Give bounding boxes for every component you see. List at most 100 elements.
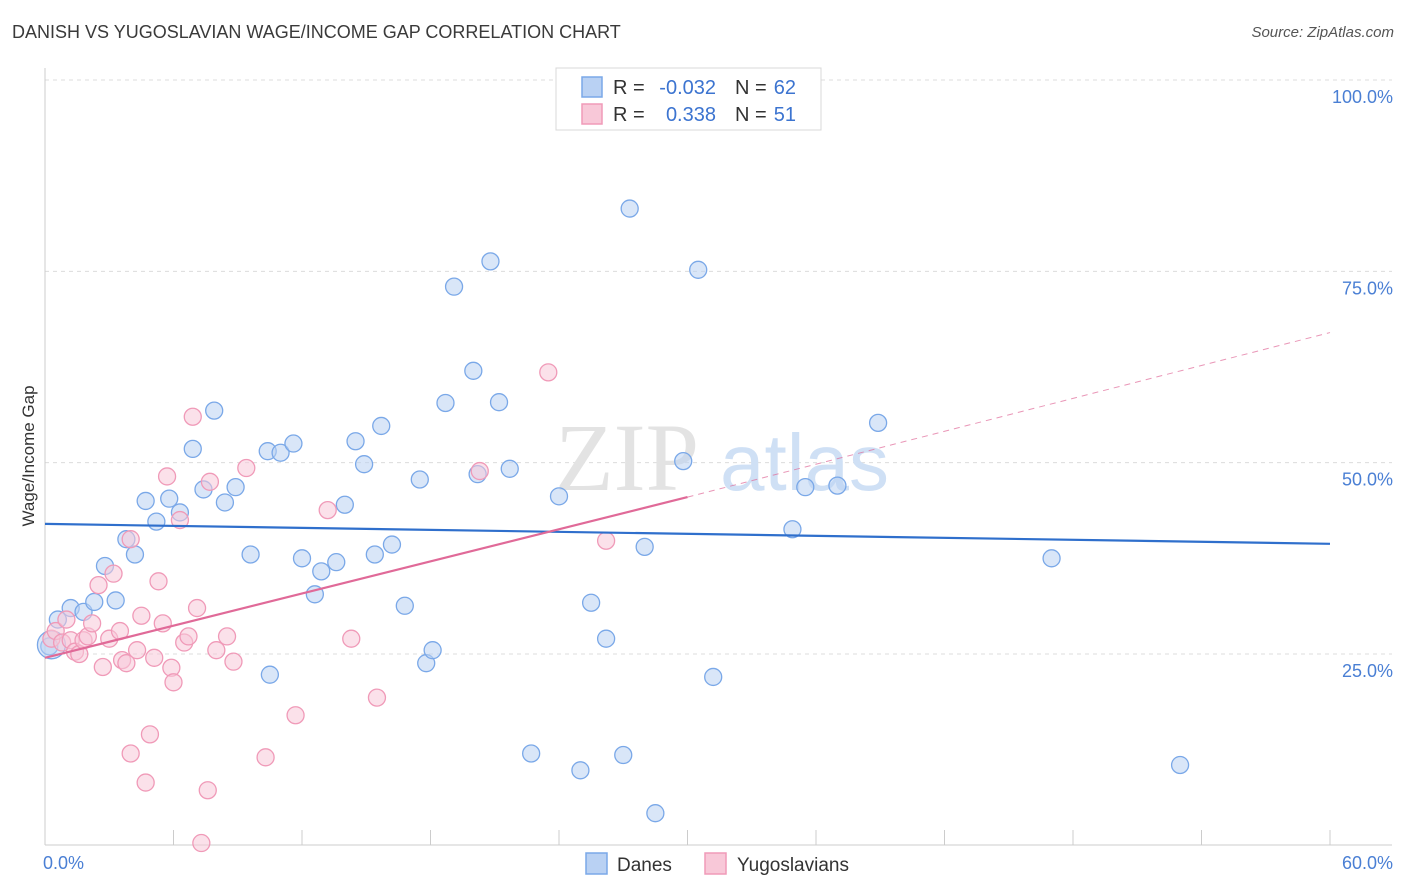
dane-point-39 <box>464 361 483 380</box>
dane-point-34 <box>410 470 429 489</box>
dane-point-56 <box>783 520 802 539</box>
dane-point-49 <box>614 745 633 765</box>
legend-r-label-0: R = <box>613 77 645 99</box>
legend-n-label-1: N = <box>735 104 767 126</box>
dane-point-33 <box>395 596 414 615</box>
dane-point-45 <box>549 487 569 506</box>
y-axis-label: Wage/Income Gap <box>19 385 38 526</box>
dane-point-43 <box>500 459 519 478</box>
y-tick-label-3: 100.0% <box>1332 87 1393 107</box>
yugoslavian-point-32 <box>183 407 202 426</box>
legend: R = -0.032 N = 62 R = 0.338 N = 51 <box>555 67 822 131</box>
dane-point-44 <box>522 744 541 763</box>
dane-point-50 <box>620 199 639 218</box>
yugoslavians-points <box>42 363 616 853</box>
dane-point-26 <box>327 553 346 572</box>
yugoslavian-point-28 <box>164 673 183 692</box>
dane-point-21 <box>271 443 290 462</box>
dane-point-8 <box>125 545 145 564</box>
legend-r-label-1: R = <box>613 104 645 126</box>
yugoslavian-point-35 <box>198 781 217 800</box>
yugoslavian-point-16 <box>117 654 136 673</box>
dane-point-9 <box>136 491 155 511</box>
dane-point-20 <box>260 665 280 684</box>
legend-n-value-1: 51 <box>774 104 796 126</box>
yugoslavian-point-13 <box>104 564 123 583</box>
yugoslavian-point-11 <box>93 657 112 677</box>
legend-swatch-yugoslavians <box>581 103 603 125</box>
dane-point-4 <box>85 592 104 612</box>
dane-point-57 <box>796 478 815 497</box>
dane-point-27 <box>335 495 354 514</box>
ticks: 25.0% 50.0% 75.0% 100.0% 0.0% 60.0% <box>43 87 1393 873</box>
yugoslavians-trend-line <box>44 496 688 659</box>
yugoslavian-point-20 <box>132 606 151 625</box>
axes <box>44 68 1392 846</box>
dane-point-10 <box>147 512 166 531</box>
dane-point-54 <box>689 260 708 279</box>
dane-point-53 <box>674 451 693 471</box>
danes-points <box>36 199 1190 823</box>
dane-point-25 <box>312 562 331 581</box>
legend-n-label-0: N = <box>735 77 767 99</box>
dane-point-38 <box>444 277 464 296</box>
yugoslavian-point-18 <box>121 744 140 763</box>
gridlines <box>45 79 1392 655</box>
dane-point-32 <box>382 535 402 554</box>
y-tick-label-2: 75.0% <box>1342 278 1393 298</box>
yugoslavian-point-39 <box>224 652 243 671</box>
dane-point-6 <box>106 591 125 610</box>
yugoslavian-point-48 <box>596 531 616 550</box>
dane-point-15 <box>205 401 224 420</box>
dane-point-48 <box>596 629 616 648</box>
dane-point-13 <box>183 439 202 459</box>
yugoslavian-point-40 <box>237 458 256 478</box>
dane-point-42 <box>489 393 509 412</box>
dane-point-18 <box>241 545 260 564</box>
yugoslavian-point-21 <box>136 773 155 792</box>
yugoslavian-point-19 <box>127 641 147 660</box>
yugoslavian-point-34 <box>192 833 211 853</box>
yugoslavian-point-3 <box>57 610 76 629</box>
dane-point-55 <box>704 667 723 687</box>
chart-source: Source: ZipAtlas.com <box>1251 24 1394 41</box>
dane-point-51 <box>635 537 654 557</box>
yugoslavian-point-22 <box>140 725 160 744</box>
yugoslavian-point-45 <box>367 688 387 707</box>
dane-point-29 <box>354 455 374 474</box>
yugoslavian-point-46 <box>470 461 489 481</box>
yugoslavian-point-26 <box>157 467 177 486</box>
yugoslavian-point-33 <box>187 598 207 618</box>
yugoslavian-point-44 <box>342 629 361 648</box>
dane-point-46 <box>571 761 590 780</box>
bottom-legend-swatch-yugoslavians <box>704 852 727 875</box>
dane-point-28 <box>346 432 365 451</box>
watermark: ZIP atlas <box>555 404 889 511</box>
legend-swatch-danes <box>581 76 603 98</box>
x-tick-label-0: 0.0% <box>43 853 84 873</box>
legend-r-value-1: 0.338 <box>666 104 716 126</box>
dane-point-60 <box>1042 549 1061 568</box>
yugoslavian-point-43 <box>318 500 337 520</box>
bottom-legend-label-danes: Danes <box>617 855 672 876</box>
dane-point-31 <box>372 416 391 436</box>
y-tick-label-1: 50.0% <box>1342 470 1393 490</box>
dane-point-17 <box>226 478 245 497</box>
dane-point-47 <box>581 593 601 612</box>
yugoslavian-point-37 <box>207 641 226 660</box>
dane-point-41 <box>481 252 500 271</box>
dane-point-30 <box>365 545 384 564</box>
dane-point-36 <box>423 641 442 660</box>
yugoslavian-point-24 <box>149 572 168 591</box>
x-tick-label-1: 60.0% <box>1342 853 1393 873</box>
yugoslavian-point-23 <box>145 648 164 667</box>
yugoslavian-point-38 <box>217 627 237 646</box>
yugoslavian-point-31 <box>179 627 198 646</box>
dane-point-61 <box>1170 755 1190 775</box>
yugoslavian-point-9 <box>82 614 102 633</box>
yugoslavians-trend-extension <box>687 332 1331 498</box>
bottom-legend: Danes Yugoslavians <box>585 852 849 876</box>
legend-r-value-0: -0.032 <box>659 77 716 99</box>
yugoslavian-point-42 <box>286 706 305 725</box>
